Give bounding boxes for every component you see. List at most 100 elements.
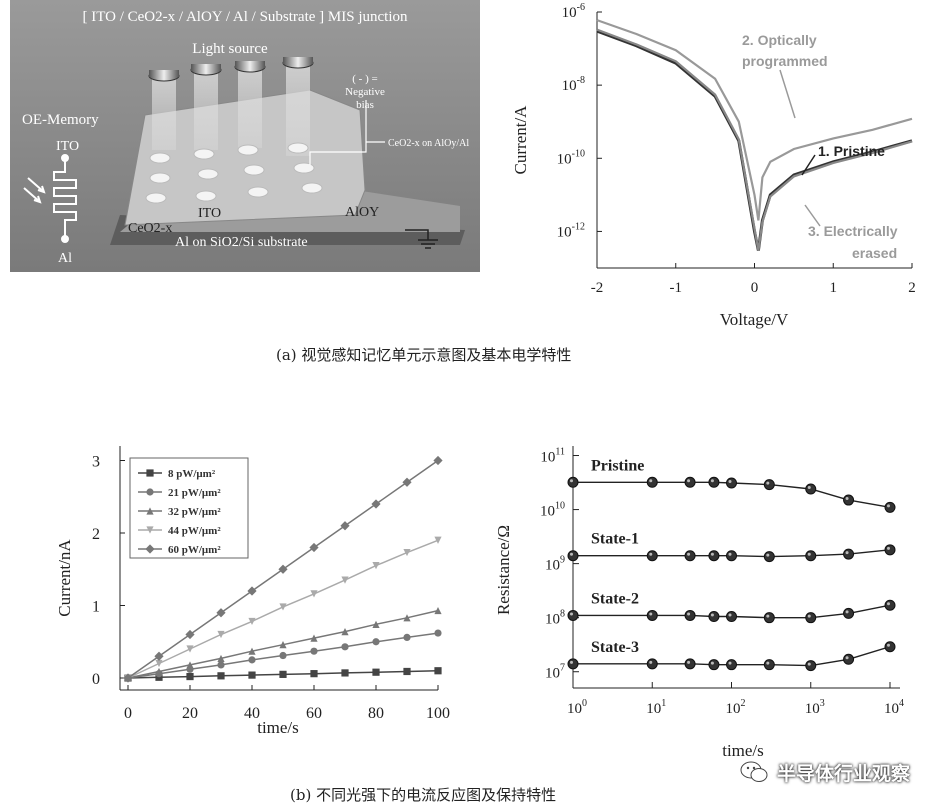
- ct-x-tick-label: 100: [426, 705, 450, 722]
- rt-data-point: [708, 476, 720, 488]
- rt-data-point: [726, 550, 737, 562]
- ito-center-label: ITO: [198, 206, 221, 221]
- rt-x-tick-label: 101: [646, 698, 666, 717]
- ct-data-point: [434, 536, 442, 544]
- substrate-label: Al on SiO2/Si substrate: [175, 235, 308, 250]
- rt-data-point-highlight: [887, 602, 890, 606]
- iv-annotation-erased-1: 3. Electrically: [808, 223, 898, 239]
- rt-data-point-highlight: [807, 552, 811, 556]
- rt-data-point: [567, 550, 579, 562]
- rt-series-label: State-1: [591, 531, 639, 548]
- rt-data-point: [843, 494, 855, 506]
- light-sources: [148, 57, 314, 156]
- rt-y-tick-label: 109: [545, 555, 565, 574]
- ct-legend-label: 32 pW/μm²: [168, 506, 221, 518]
- ct-data-point: [341, 643, 349, 651]
- ct-data-point: [186, 661, 194, 669]
- oe-memory-label: OE-Memory: [22, 112, 99, 128]
- watermark: 半导体行业观察: [739, 758, 910, 786]
- ct-data-point: [372, 620, 380, 628]
- al-side-label: Al: [58, 251, 72, 266]
- ct-data-point: [340, 521, 350, 531]
- iv-annotation-arrow: [779, 69, 796, 119]
- rt-data-point: [567, 658, 579, 670]
- rt-data-point-highlight: [728, 480, 732, 484]
- resistance-time-chart: 100 101 102 103 104 107 108 109 1010 1011 Pristine…: [494, 446, 904, 760]
- ct-data-point: [155, 659, 163, 668]
- wechat-icon: [739, 760, 769, 784]
- iv-x-tick-label: 0: [751, 280, 759, 296]
- light-beam: [238, 68, 262, 148]
- caption-b: (b) 不同光强下的电流反应图及保持特性: [290, 786, 557, 804]
- ct-y-axis-label: Current/nA: [55, 539, 74, 617]
- iv-annotation-erased-2: erased: [852, 245, 897, 261]
- light-beam: [194, 70, 218, 150]
- ito-dot: [195, 190, 217, 202]
- rt-data-point: [884, 544, 896, 556]
- ct-data-point: [403, 548, 411, 557]
- ct-legend: [129, 457, 249, 559]
- ct-data-point: [372, 562, 380, 570]
- rt-data-point-highlight: [807, 614, 811, 618]
- rt-data-point: [843, 607, 855, 619]
- rt-data-point-highlight: [570, 479, 573, 483]
- rt-data-point: [805, 483, 817, 495]
- light-source-cap: [149, 70, 179, 77]
- ct-y-tick-label: 0: [92, 671, 100, 688]
- iv-series-line: [596, 19, 913, 221]
- rt-data-point: [708, 550, 720, 562]
- ct-legend-marker: [145, 544, 155, 554]
- rt-data-point: [567, 609, 579, 621]
- ct-data-point: [279, 603, 287, 611]
- rt-data-point: [684, 658, 696, 670]
- iv-annotation-optical-1: 2. Optically: [742, 32, 817, 48]
- ct-data-point: [155, 673, 163, 681]
- rt-data-point-highlight: [845, 656, 849, 660]
- ct-x-tick-label: 40: [244, 705, 260, 722]
- aloy-label: AlOY: [345, 205, 379, 220]
- ct-data-point: [434, 629, 442, 637]
- ct-data-point: [341, 669, 349, 677]
- rt-data-point: [884, 599, 896, 611]
- rt-series-label: State-3: [591, 639, 639, 656]
- iv-x-tick-label: 1: [830, 280, 838, 296]
- rt-x-tick-label: 104: [884, 698, 904, 717]
- rt-x-tick-label: 100: [567, 698, 587, 717]
- ct-legend-marker: [146, 469, 154, 477]
- ct-data-point: [371, 499, 381, 509]
- ct-x-tick-label: 80: [368, 705, 384, 722]
- ct-data-point: [154, 651, 164, 661]
- ct-x-tick-label: 20: [182, 705, 198, 722]
- rt-data-point: [708, 659, 720, 671]
- ito-dot: [301, 182, 323, 194]
- rt-data-point-highlight: [710, 552, 714, 556]
- iv-x-tick-label: 2: [908, 280, 916, 296]
- rt-data-point: [726, 659, 737, 671]
- ceo2x-label: CeO2-x: [128, 221, 172, 236]
- ct-data-point: [185, 629, 195, 640]
- iv-y-tick-label: 10-6: [562, 2, 585, 21]
- caption-a: (a) 视觉感知记忆单元示意图及基本电学特性: [276, 346, 572, 364]
- rt-data-point: [567, 476, 579, 488]
- schematic-header: [ ITO / CeO2-x / AlOY / Al / Substrate ]…: [83, 9, 408, 25]
- ct-data-point: [309, 542, 319, 553]
- rt-data-point-highlight: [710, 613, 714, 617]
- rt-data-point-highlight: [728, 613, 732, 617]
- rt-data-point-highlight: [845, 610, 849, 614]
- rt-x-axis-label: time/s: [722, 741, 764, 760]
- ct-x-axis-label: time/s: [257, 718, 299, 737]
- ceo-on-aloy-label: CeO2-x on AlOy/Al: [388, 138, 469, 149]
- ct-data-point: [248, 656, 256, 664]
- rt-data-point: [763, 479, 775, 491]
- iv-y-axis-label: Current/A: [511, 105, 530, 175]
- ct-data-point: [217, 672, 225, 680]
- ct-data-point: [403, 633, 411, 641]
- rt-data-point-highlight: [766, 661, 770, 665]
- ito-side-label: ITO: [56, 139, 79, 154]
- rt-data-point: [646, 476, 658, 488]
- rt-data-point-highlight: [710, 661, 714, 665]
- ct-data-point: [279, 641, 287, 649]
- ito-dot: [237, 144, 259, 156]
- ct-y-tick-label: 2: [92, 526, 100, 543]
- rt-data-point-highlight: [687, 612, 691, 616]
